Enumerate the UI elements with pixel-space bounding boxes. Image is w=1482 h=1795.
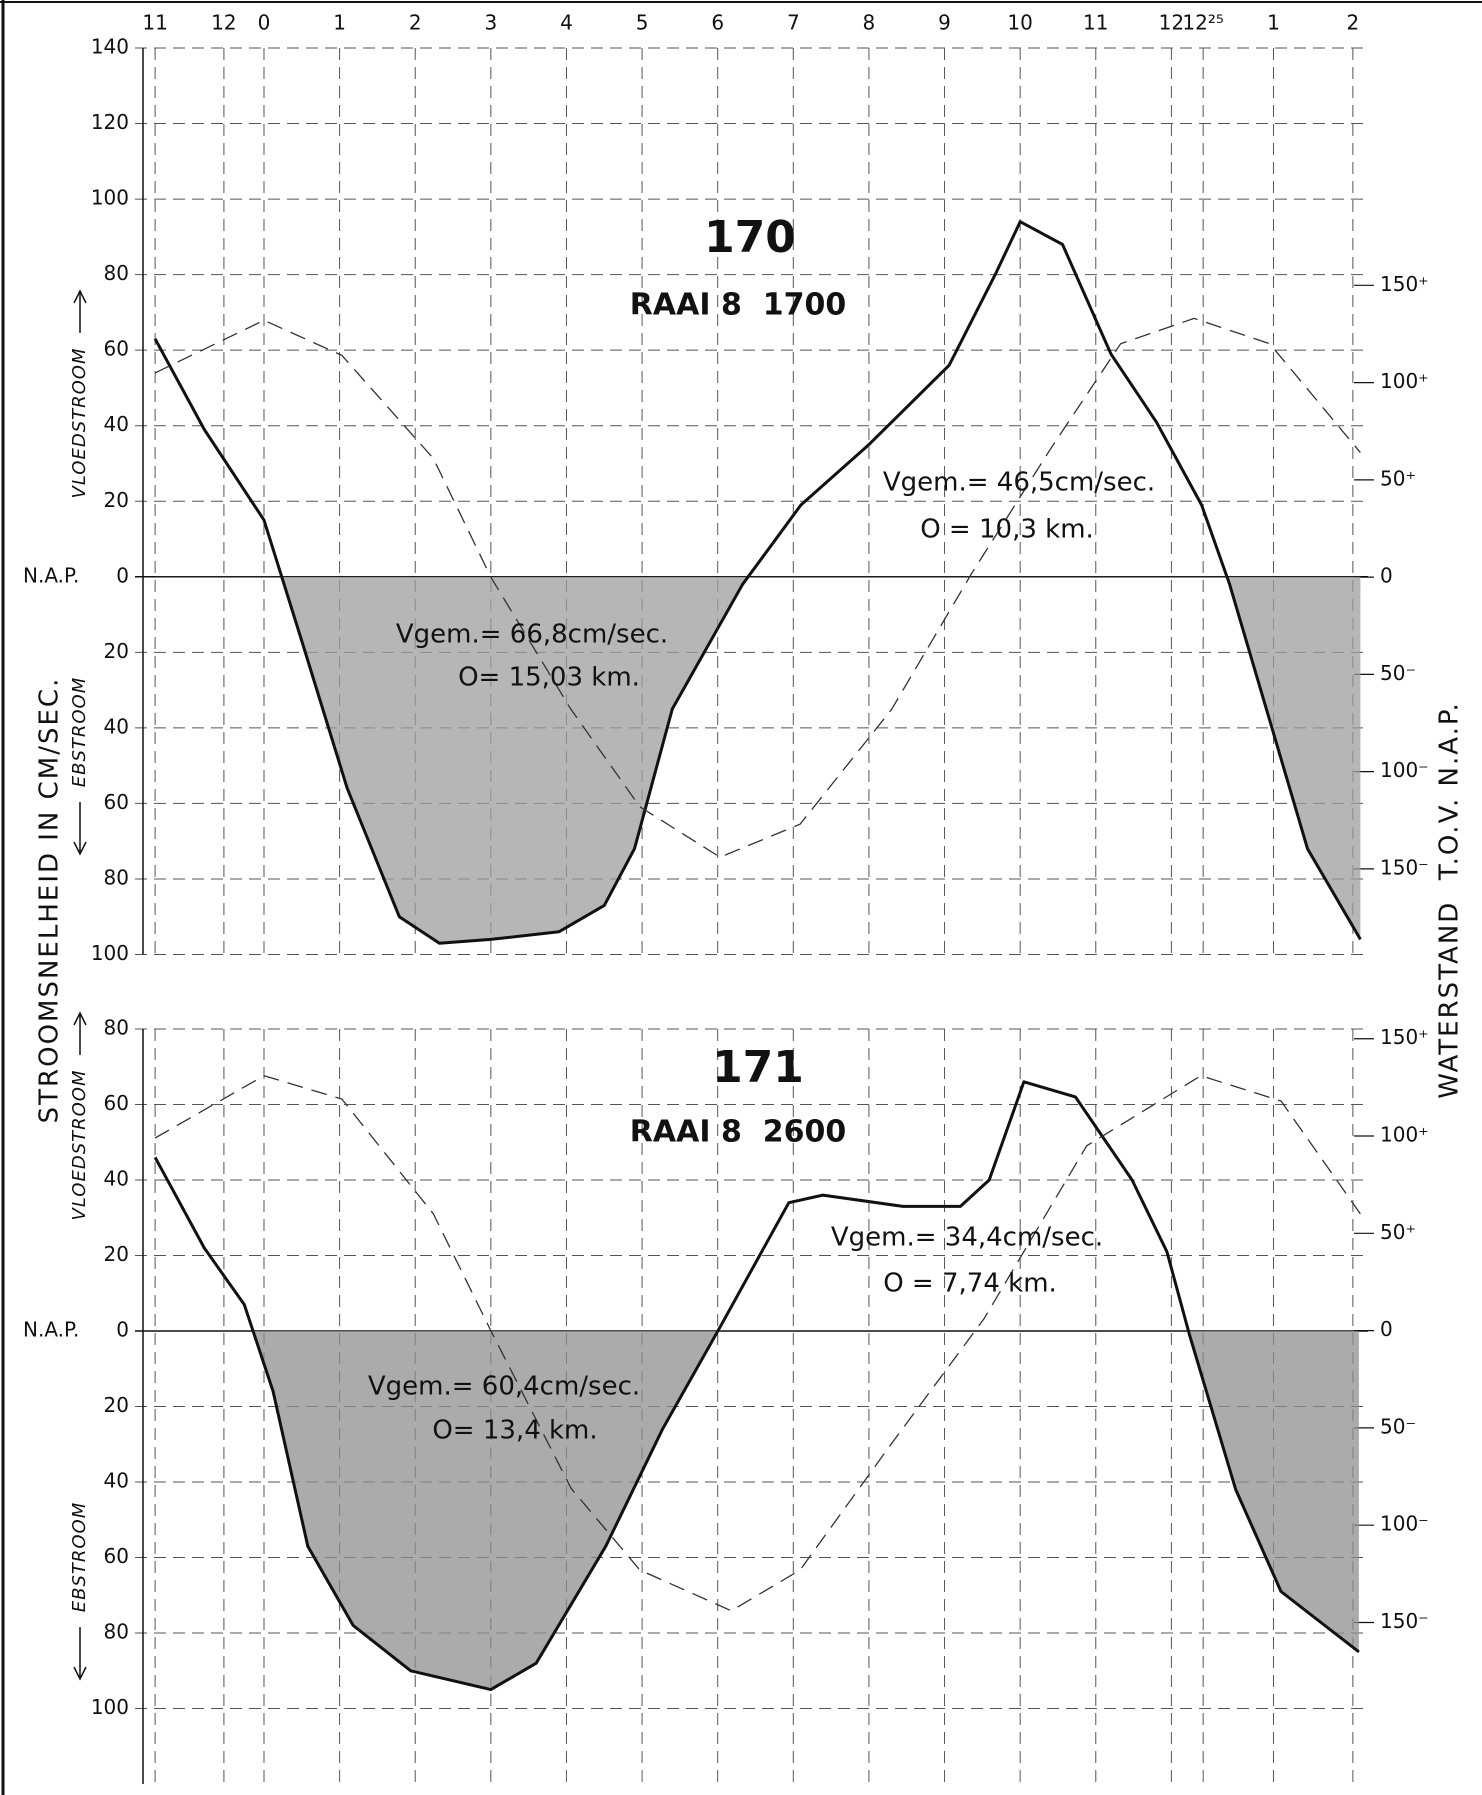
- x-tick-label: 12²⁵: [1182, 11, 1223, 35]
- y-tick-label: 40: [104, 714, 129, 738]
- y2-tick-label: 100⁻: [1380, 758, 1429, 782]
- y-tick-label: 60: [104, 1091, 129, 1115]
- x-tick-label: 12: [1159, 11, 1184, 35]
- x-tick-label: 0: [258, 11, 271, 35]
- x-tick-label: 8: [863, 11, 876, 35]
- y-tick-label: 40: [104, 412, 129, 436]
- flood-note: Vgem.= 46,5cm/sec.: [883, 468, 1155, 498]
- y2-tick-label: 0: [1380, 1317, 1393, 1341]
- y-tick-label: 100: [91, 186, 129, 210]
- zero-label: N.A.P.: [23, 563, 79, 587]
- y-tick-label: 20: [104, 1393, 129, 1417]
- y2-tick-label: 100⁺: [1380, 369, 1429, 393]
- direction-arrow: [73, 1627, 87, 1681]
- x-tick-label: 1: [1267, 11, 1280, 35]
- y2-tick-label: 150⁺: [1380, 272, 1429, 296]
- y-tick-label: 100: [91, 1695, 129, 1719]
- y2-tick-label: 50⁺: [1380, 1220, 1416, 1244]
- ebb-label: EBSTROOM: [69, 1502, 90, 1613]
- y-tick-label: 20: [104, 1242, 129, 1266]
- y2-tick-label: 50⁻: [1380, 1414, 1416, 1438]
- current-speed-line: [153, 1080, 1360, 1692]
- y-tick-label: 0: [116, 563, 129, 587]
- ebb-shading: [155, 576, 1361, 944]
- y-tick-label: 60: [104, 790, 129, 814]
- flood-note: O = 10,3 km.: [920, 515, 1094, 545]
- y-tick-label: 80: [104, 261, 129, 285]
- x-tick-label: 5: [636, 11, 649, 35]
- y-tick-label: 80: [104, 1016, 129, 1040]
- direction-arrow: [73, 1011, 87, 1055]
- y-tick-label: 80: [104, 1620, 129, 1644]
- panel-title: RAAI 8 1700: [630, 288, 846, 323]
- y-tick-label: 60: [104, 337, 129, 361]
- y2-tick-label: 0: [1380, 564, 1393, 588]
- ebb-note: Vgem.= 60,4cm/sec.: [368, 1372, 640, 1402]
- y-tick-label: 100: [91, 941, 129, 965]
- direction-arrow: [73, 289, 87, 333]
- y-tick-label: 20: [104, 488, 129, 512]
- ebb-note: O= 13,4 km.: [432, 1416, 597, 1446]
- y-tick-label: 140: [91, 35, 129, 59]
- y-axis-title: STROOMSNELHEID IN CM/SEC.: [35, 677, 65, 1124]
- x-tick-label: 2: [409, 11, 422, 35]
- panel-number: 171: [712, 1042, 804, 1093]
- ebb-shading: [155, 1331, 1359, 1690]
- zero-label: N.A.P.: [23, 1318, 79, 1342]
- water-level-line: [154, 1075, 1361, 1612]
- panel-title: RAAI 8 2600: [630, 1115, 846, 1150]
- x-tick-label: 2: [1347, 11, 1360, 35]
- y2-axis-title: WATERSTAND T.O.V. N.A.P.: [1435, 701, 1465, 1098]
- y2-tick-label: 100⁺: [1380, 1123, 1429, 1147]
- y-tick-label: 80: [104, 865, 129, 889]
- y-tick-label: 120: [91, 110, 129, 134]
- y2-tick-label: 50⁺: [1380, 466, 1416, 490]
- x-tick-label: 6: [711, 11, 724, 35]
- y-tick-label: 40: [104, 1469, 129, 1493]
- x-tick-label: 4: [560, 11, 573, 35]
- x-tick-label: 10: [1007, 11, 1032, 35]
- y-tick-label: 60: [104, 1544, 129, 1568]
- x-tick-label: 12: [211, 11, 236, 35]
- flood-label: VLOEDSTROOM: [69, 348, 90, 499]
- flood-note: O = 7,74 km.: [883, 1269, 1057, 1299]
- y-tick-label: 20: [104, 639, 129, 663]
- panel-number: 170: [704, 212, 796, 263]
- ebb-note: O= 15,03 km.: [458, 663, 640, 693]
- x-tick-label: 3: [484, 11, 497, 35]
- y2-tick-label: 150⁻: [1380, 1609, 1429, 1633]
- flood-note: Vgem.= 34,4cm/sec.: [831, 1223, 1103, 1253]
- x-tick-label: 1: [333, 11, 346, 35]
- y-tick-label: 40: [104, 1167, 129, 1191]
- x-tick-label: 9: [938, 11, 951, 35]
- x-tick-label: 11: [1083, 11, 1108, 35]
- ebb-note: Vgem.= 66,8cm/sec.: [396, 620, 668, 650]
- y2-tick-label: 150⁻: [1380, 855, 1429, 879]
- x-tick-label: 7: [787, 11, 800, 35]
- current-speed-line: [153, 220, 1362, 945]
- flood-label: VLOEDSTROOM: [69, 1070, 90, 1221]
- y2-tick-label: 50⁻: [1380, 661, 1416, 685]
- ebb-label: EBSTROOM: [69, 677, 90, 788]
- y2-tick-label: 150⁺: [1380, 1025, 1429, 1049]
- x-tick-label: 11: [142, 11, 167, 35]
- water-level-line: [154, 317, 1361, 858]
- direction-arrow: [73, 802, 87, 856]
- y-tick-label: 0: [116, 1318, 129, 1342]
- y2-tick-label: 100⁻: [1380, 1512, 1429, 1536]
